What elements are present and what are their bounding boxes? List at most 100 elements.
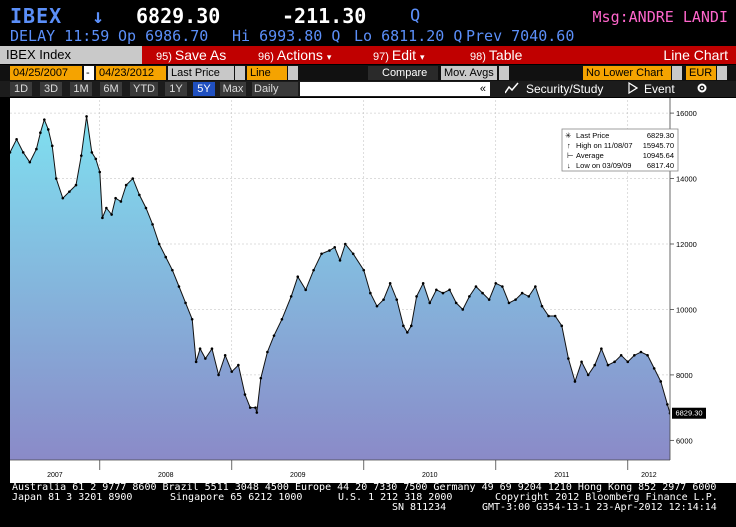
start-date-field[interactable]: 04/25/2007 xyxy=(10,66,82,80)
data-point xyxy=(74,183,78,187)
event-icon[interactable] xyxy=(628,81,640,96)
data-point xyxy=(328,249,331,252)
lower-chart-select[interactable]: No Lower Chart xyxy=(583,66,671,80)
edit-label: Edit xyxy=(391,47,417,63)
lower-chart-dropdown-icon[interactable] xyxy=(672,66,682,80)
data-point xyxy=(28,160,32,164)
message-sender[interactable]: Msg:ANDRE LANDI xyxy=(592,8,728,26)
period-6m[interactable]: 6M xyxy=(100,82,122,96)
data-point xyxy=(230,370,234,373)
table-label: Table xyxy=(488,47,523,63)
data-point xyxy=(520,291,524,295)
gear-icon[interactable] xyxy=(696,82,708,96)
data-point xyxy=(85,115,88,118)
data-point xyxy=(461,308,465,311)
data-point xyxy=(79,154,83,157)
footer-copyright: Copyright 2012 Bloomberg Finance L.P. xyxy=(495,492,718,503)
data-point xyxy=(151,223,154,226)
data-point xyxy=(534,285,537,288)
edit-number: 97) xyxy=(373,51,389,63)
x-tick-label: 2012 xyxy=(641,472,657,479)
date-separator: - xyxy=(84,66,94,80)
style-select[interactable]: Line xyxy=(247,66,287,80)
period-1m[interactable]: 1M xyxy=(70,82,92,96)
field-dropdown-icon[interactable] xyxy=(235,66,245,80)
data-point xyxy=(580,360,583,364)
actions-label: Actions xyxy=(276,47,323,63)
controls-bar: 04/25/2007 - 04/23/2012 Last Price Line … xyxy=(0,65,736,81)
y-tick-label: 16000 xyxy=(676,109,697,118)
chart-line-icon[interactable] xyxy=(504,82,519,96)
data-point xyxy=(304,288,307,292)
quote-bar: DELAY 11:59 Op 6986.70 Hi 6993.80 Q Lo 6… xyxy=(0,27,736,45)
field-select[interactable]: Last Price xyxy=(168,66,234,80)
data-point xyxy=(98,170,102,174)
period-5y[interactable]: 5Y xyxy=(193,82,215,96)
mov-avgs-dropdown-icon[interactable] xyxy=(499,66,509,80)
data-point xyxy=(248,406,252,409)
data-point xyxy=(652,367,656,370)
event-button[interactable]: Event xyxy=(644,82,675,96)
data-point xyxy=(507,301,511,305)
y-tick-label: 6000 xyxy=(676,436,693,445)
mov-avgs-button[interactable]: Mov. Avgs xyxy=(441,66,497,80)
table-button[interactable]: 98) Table xyxy=(470,46,522,64)
data-point xyxy=(101,216,104,220)
data-point xyxy=(289,295,293,298)
down-arrow-icon: ↓ xyxy=(92,4,105,28)
data-point xyxy=(119,200,123,203)
data-point xyxy=(573,380,577,383)
last-value-marker: 6829.30 xyxy=(672,407,706,419)
save-number: 95) xyxy=(156,51,172,63)
data-point xyxy=(406,331,409,334)
data-point xyxy=(105,206,108,210)
period-max[interactable]: Max xyxy=(220,82,246,96)
security-name[interactable]: IBEX Index xyxy=(0,46,142,64)
save-as-button[interactable]: 95) Save As xyxy=(156,46,226,64)
data-point xyxy=(254,406,257,409)
period-3d[interactable]: 3D xyxy=(40,82,62,96)
data-point xyxy=(177,285,181,288)
end-date-field[interactable]: 04/23/2012 xyxy=(96,66,166,80)
legend-last-value: 6829.30 xyxy=(647,131,674,140)
prev-close-value: Prev 7040.60 xyxy=(466,27,575,45)
compare-button[interactable]: Compare xyxy=(368,66,438,80)
currency-select[interactable]: EUR xyxy=(686,66,716,80)
currency-dropdown-icon[interactable] xyxy=(717,66,727,80)
scroll-bar[interactable]: « xyxy=(300,82,490,96)
legend-last-label: Last Price xyxy=(576,131,609,140)
data-point xyxy=(54,177,58,180)
data-point xyxy=(454,301,458,305)
data-point xyxy=(613,360,616,364)
legend-last-icon: ✳ xyxy=(565,131,572,140)
data-point xyxy=(210,347,214,351)
data-point xyxy=(448,288,451,292)
data-point xyxy=(560,324,564,328)
legend-low-label: Low on 03/09/09 xyxy=(576,161,631,170)
security-study-button[interactable]: Security/Study xyxy=(526,82,604,96)
data-point xyxy=(110,213,113,216)
period-1y[interactable]: 1Y xyxy=(165,82,187,96)
data-point xyxy=(487,298,491,301)
actions-menu[interactable]: 96) Actions ▾ xyxy=(258,46,331,64)
chevron-down-icon: ▾ xyxy=(326,52,332,62)
data-point xyxy=(266,350,269,354)
style-dropdown-icon[interactable] xyxy=(288,66,298,80)
edit-menu[interactable]: 97) Edit ▾ xyxy=(373,46,425,64)
footer-sn: SN 811234 xyxy=(392,502,447,513)
frequency-select[interactable]: Daily xyxy=(252,82,298,96)
data-point xyxy=(369,291,372,295)
data-point xyxy=(198,347,202,351)
price-chart[interactable]: 6000 8000 10000 12000 14000 16000 2007 2008 200… xyxy=(8,98,736,483)
last-price: 6829.30 xyxy=(136,4,221,28)
data-point xyxy=(138,193,141,197)
data-point xyxy=(633,353,636,357)
data-point xyxy=(547,314,550,318)
data-point xyxy=(39,131,42,135)
data-point xyxy=(659,380,663,383)
period-1d[interactable]: 1D xyxy=(10,82,32,96)
low-value: Lo 6811.20 Q xyxy=(354,27,463,45)
legend-avg-label: Average xyxy=(576,151,604,160)
period-ytd[interactable]: YTD xyxy=(130,82,158,96)
